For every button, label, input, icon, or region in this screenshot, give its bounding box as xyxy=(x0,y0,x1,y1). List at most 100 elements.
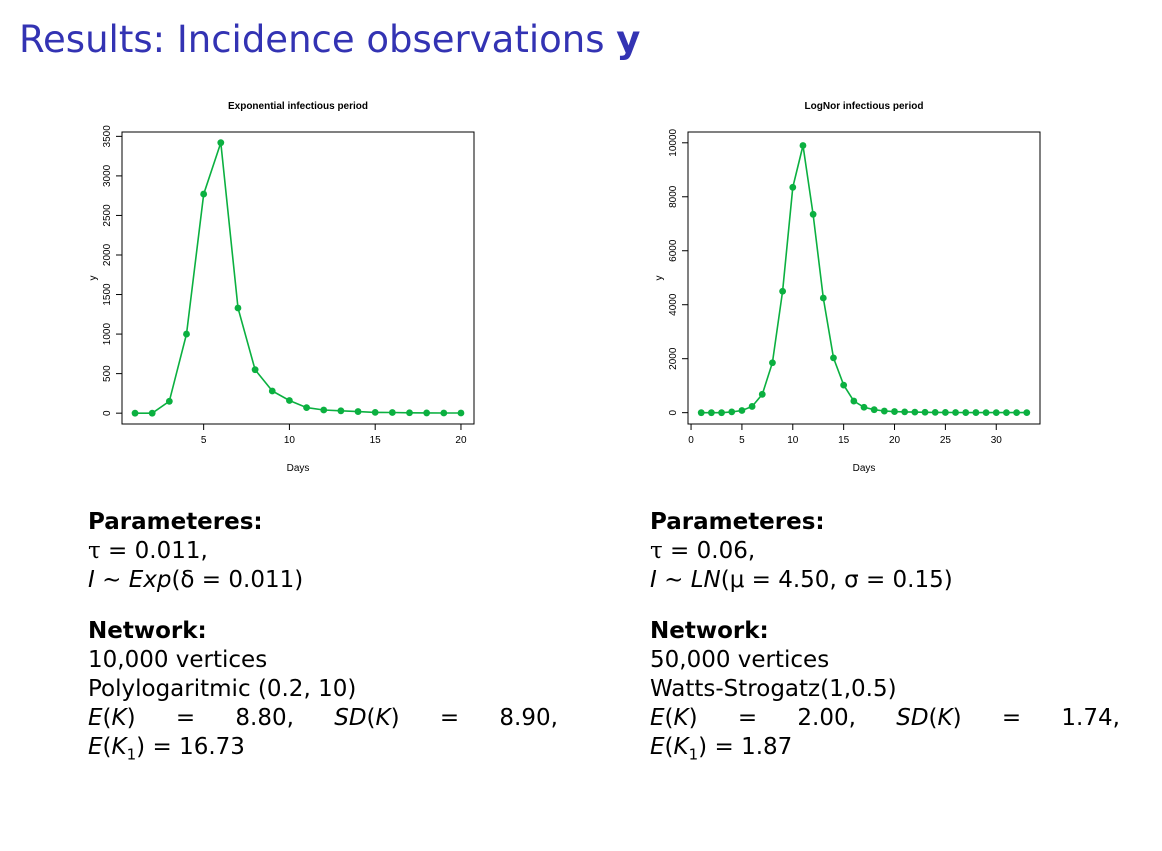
exp-chart-data-point xyxy=(371,408,379,416)
lognor-chart-y-tick-label: 6000 xyxy=(668,239,679,262)
exp-chart-y-tick-label: 2000 xyxy=(102,243,113,266)
lognor-chart-data-point xyxy=(809,210,817,218)
degree-stats-line: E(K) = 2.00, SD(K) = 1.74, xyxy=(650,705,1120,731)
exp-chart-data-point xyxy=(165,397,173,405)
exp-chart-data-point xyxy=(234,304,242,312)
exp-chart-x-tick-label: 10 xyxy=(284,435,296,446)
lognor-chart-y-tick-label: 0 xyxy=(668,409,679,415)
graph-type: Watts-Strogatz(1,0.5) xyxy=(650,676,897,702)
lognor-chart-data-point xyxy=(738,407,746,414)
network-heading: Network: xyxy=(650,618,769,644)
exp-chart-data-point xyxy=(268,387,276,395)
exp-chart-data-point xyxy=(183,330,190,338)
info-left: Parameteres: τ = 0.011, I ∼ Exp(δ = 0.01… xyxy=(88,508,558,770)
exp-chart-y-tick-label: 3500 xyxy=(102,125,113,148)
vertices-count: 10,000 vertices xyxy=(88,647,268,673)
lognor-chart-data-point xyxy=(697,409,705,417)
info-right: Parameteres: τ = 0.06, I ∼ LN(μ = 4.50, … xyxy=(650,508,1120,770)
lognor-chart-data-point xyxy=(748,403,756,410)
sdk-value: 1.74, xyxy=(1061,705,1120,731)
exp-chart-y-tick-label: 1500 xyxy=(102,283,113,306)
exp-chart-series-line xyxy=(135,142,461,415)
lognor-chart-y-tick-label: 2000 xyxy=(668,347,679,370)
exp-chart-data-point xyxy=(200,190,208,198)
lognor-chart-data-point xyxy=(911,408,919,416)
lognor-chart-x-tick-label: 20 xyxy=(889,435,901,446)
ek1-line: E(K1) = 1.87 xyxy=(650,734,793,764)
lognor-chart-y-tick-label: 8000 xyxy=(668,185,679,208)
ek-value: 8.80, xyxy=(235,705,294,731)
lognor-chart-data-point xyxy=(819,294,827,302)
chart-lognormal: LogNor infectious period 0 5 10 15 20 25 30 0 200… xyxy=(648,95,1058,490)
tau-line: τ = 0.06, xyxy=(650,538,756,564)
lognor-chart-x-tick-label: 15 xyxy=(838,435,850,446)
lognor-chart-data-point xyxy=(972,409,980,416)
exp-chart-data-point xyxy=(337,407,345,415)
lognor-chart-data-point xyxy=(860,403,868,411)
distribution-line: I ∼ LN(μ = 4.50, σ = 0.15) xyxy=(650,567,953,593)
exp-chart-data-point xyxy=(303,404,310,412)
distribution-name: LN xyxy=(690,567,721,593)
exp-chart-x-axis-label: Days xyxy=(287,463,310,474)
exp-chart-data-point xyxy=(320,406,328,414)
exp-chart-x-tick-label: 5 xyxy=(201,435,207,446)
exp-chart-x-tick-label: 15 xyxy=(370,435,382,446)
parameters-heading: Parameteres: xyxy=(88,509,263,535)
lognor-chart-data-point xyxy=(870,406,878,414)
exp-chart-y-axis-label: y xyxy=(88,276,99,281)
lognor-chart-data-point xyxy=(891,408,898,415)
slide-title: Results: Incidence observations y xyxy=(19,18,640,61)
vertices-count: 50,000 vertices xyxy=(650,647,830,673)
exp-chart-y-tick-label: 2500 xyxy=(102,204,113,227)
distribution-name: Exp xyxy=(128,567,172,593)
ek1-line: E(K1) = 16.73 xyxy=(88,734,245,764)
lognor-chart-data-point xyxy=(718,409,725,417)
tau-value: 0.06, xyxy=(696,538,756,564)
sdk-value: 8.90, xyxy=(499,705,558,731)
title-text: Results: Incidence observations xyxy=(19,18,605,61)
lognor-chart-data-point xyxy=(880,407,888,415)
lognor-chart-data-point xyxy=(931,408,939,416)
exp-chart-data-point xyxy=(423,409,431,417)
exp-chart-data-point xyxy=(406,409,413,417)
exp-chart-data-point xyxy=(457,409,465,417)
exp-chart-data-point xyxy=(131,409,139,417)
ek1-value: 16.73 xyxy=(179,734,245,760)
lognor-chart-data-point xyxy=(952,409,959,416)
distribution-line: I ∼ Exp(δ = 0.011) xyxy=(88,567,304,593)
lognor-chart-data-point xyxy=(799,142,807,149)
degree-stats-line: E(K) = 8.80, SD(K) = 8.90, xyxy=(88,705,558,731)
lognor-chart-data-point xyxy=(707,409,715,417)
exp-chart-data-point xyxy=(354,408,362,415)
lognor-chart-x-tick-label: 25 xyxy=(940,435,952,446)
chart-exponential-svg: Exponential infectious period 5 10 15 20 0 500… xyxy=(88,101,475,474)
lognor-chart-x-tick-label: 10 xyxy=(787,435,799,446)
network-heading: Network: xyxy=(88,618,207,644)
lognor-chart-data-point xyxy=(1003,409,1010,417)
exp-chart-data-point xyxy=(251,366,259,374)
lognor-chart-data-point xyxy=(830,354,837,362)
exp-chart-data-point xyxy=(286,397,293,404)
exp-chart-y-tick-label: 3000 xyxy=(102,164,113,187)
lognor-chart-x-tick-label: 5 xyxy=(739,435,745,446)
lognor-chart-title: LogNor infectious period xyxy=(805,101,924,112)
exp-chart-y-tick-label: 500 xyxy=(102,365,113,382)
lognor-chart-plot-frame xyxy=(687,131,1041,425)
lognor-chart-data-point xyxy=(901,408,909,416)
lognor-chart-data-point xyxy=(728,408,736,416)
lognor-chart-data-point xyxy=(769,359,776,367)
lognor-chart-data-point xyxy=(850,397,858,405)
lognor-chart-x-axis-label: Days xyxy=(853,463,876,474)
exp-chart-x-tick-label: 20 xyxy=(455,435,467,446)
exp-chart-y-tick-label: 0 xyxy=(102,410,113,416)
exp-chart-y-tick-label: 1000 xyxy=(102,323,113,346)
ek1-value: 1.87 xyxy=(741,734,793,760)
exp-chart-title: Exponential infectious period xyxy=(228,101,368,112)
lognor-chart-x-tick-label: 30 xyxy=(991,435,1003,446)
lognor-chart-data-point xyxy=(992,409,1000,417)
lognor-chart-x-tick-label: 0 xyxy=(688,435,694,446)
exp-chart-data-point xyxy=(388,409,396,416)
lognor-chart-data-point xyxy=(840,381,848,389)
exp-chart-plot-frame xyxy=(121,131,475,425)
tau-value: 0.011, xyxy=(134,538,208,564)
